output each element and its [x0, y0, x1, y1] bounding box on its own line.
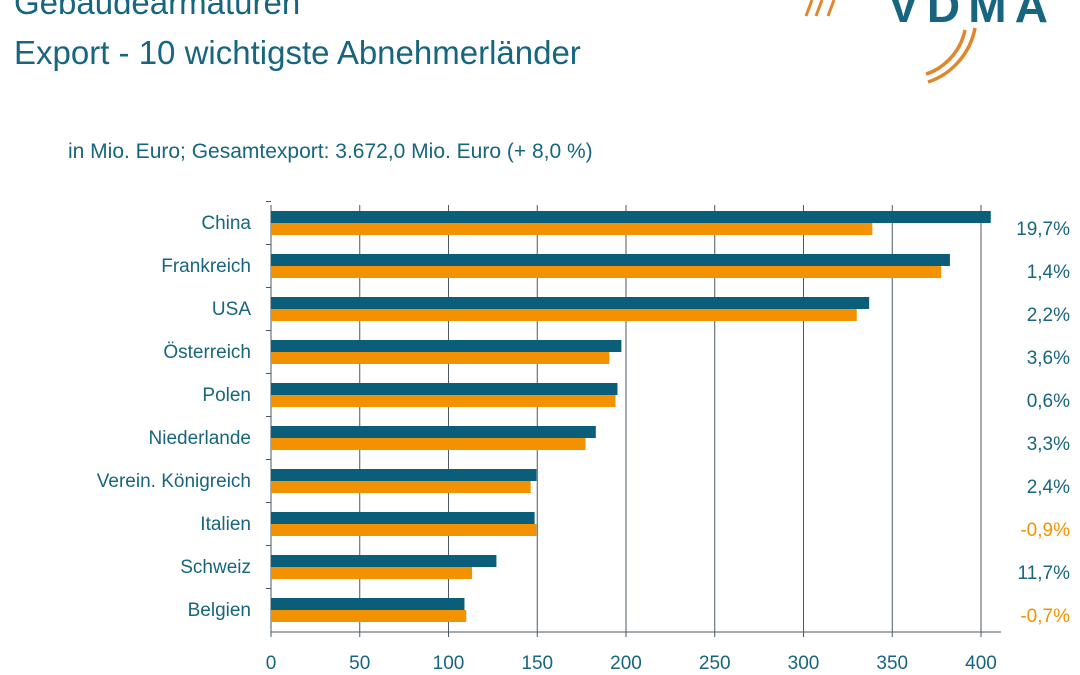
change-label: 3,3%: [1027, 434, 1070, 455]
bar-previous-0: [271, 223, 873, 235]
change-label: 1,4%: [1027, 262, 1070, 283]
bar-previous-7: [271, 524, 537, 536]
category-label: Frankreich: [161, 256, 251, 277]
vdma-logo: VDMA: [804, 0, 1048, 84]
category-label: USA: [212, 299, 251, 320]
x-tick-label: 400: [965, 653, 997, 674]
category-label: China: [201, 213, 251, 234]
bar-previous-5: [271, 438, 586, 450]
chart-subtitle: in Mio. Euro; Gesamtexport: 3.672,0 Mio.…: [68, 140, 593, 163]
change-label: 19,7%: [1016, 219, 1070, 240]
change-label: 2,4%: [1027, 477, 1070, 498]
svg-text:VDMA: VDMA: [888, 0, 1048, 32]
change-label: -0,9%: [1020, 520, 1070, 541]
x-tick-label: 350: [876, 653, 908, 674]
bar-current-3: [271, 340, 622, 352]
category-label: Verein. Königreich: [97, 471, 251, 492]
x-tick-label: 200: [610, 653, 642, 674]
x-tick-label: 50: [349, 653, 370, 674]
bar-current-7: [271, 512, 535, 524]
bar-previous-2: [271, 309, 857, 321]
category-label: Niederlande: [149, 428, 251, 449]
bar-current-1: [271, 254, 950, 266]
category-label: Österreich: [163, 342, 251, 363]
title-line-2: Export - 10 wichtigste Abnehmerländer: [14, 34, 581, 71]
x-tick-label: 0: [266, 653, 277, 674]
category-label: Polen: [202, 385, 251, 406]
bar-previous-1: [271, 266, 942, 278]
bar-previous-4: [271, 395, 616, 407]
title-line-1: Gebäudearmaturen: [14, 0, 301, 21]
category-label: Schweiz: [180, 557, 251, 578]
bar-current-4: [271, 383, 618, 395]
bar-current-9: [271, 598, 465, 610]
bar-previous-8: [271, 567, 473, 579]
bar-current-6: [271, 469, 537, 481]
x-tick-label: 300: [788, 653, 820, 674]
category-label: Belgien: [188, 600, 251, 621]
change-label: 3,6%: [1027, 348, 1070, 369]
x-tick-label: 250: [699, 653, 731, 674]
x-tick-label: 100: [433, 653, 465, 674]
change-label: 0,6%: [1027, 391, 1070, 412]
bar-current-5: [271, 426, 596, 438]
bar-current-2: [271, 297, 870, 309]
x-tick-label: 150: [521, 653, 553, 674]
change-label: -0,7%: [1020, 606, 1070, 627]
category-label: Italien: [200, 514, 251, 535]
bar-current-0: [271, 211, 991, 223]
change-label: 11,7%: [1018, 563, 1071, 584]
bar-previous-9: [271, 610, 467, 622]
change-label: 2,2%: [1027, 305, 1070, 326]
bar-previous-3: [271, 352, 610, 364]
bar-current-8: [271, 555, 497, 567]
bar-previous-6: [271, 481, 531, 493]
